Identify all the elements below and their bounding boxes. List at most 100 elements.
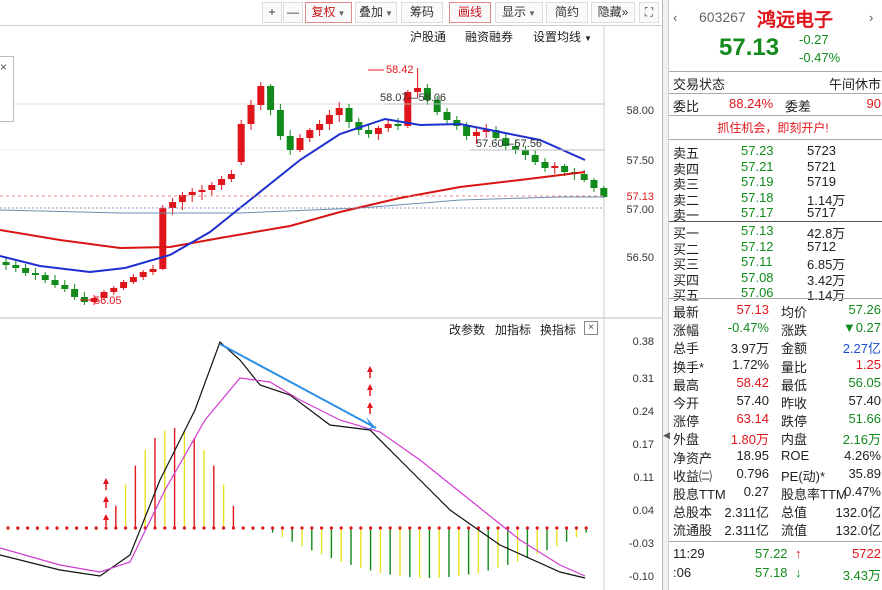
level-price[interactable]: 57.08 (741, 269, 774, 285)
k-line (0, 340, 586, 579)
stat-label: 涨停 (673, 414, 700, 430)
price-axis-label: 58.00 (626, 105, 654, 117)
hgt-link[interactable]: 沪股通 (410, 30, 447, 44)
change-param-link[interactable]: 改参数 (449, 323, 486, 337)
stat-value: 56.05 (848, 374, 881, 390)
fuquan-dropdown[interactable]: 复权 ▼ (305, 2, 352, 23)
candle-body (600, 188, 608, 197)
stat-label: 金额 (781, 341, 808, 357)
level-volume: 5712 (807, 238, 836, 254)
stat-label: 流通股 (673, 523, 713, 539)
zero-dot (310, 526, 314, 530)
trend-line (219, 343, 377, 429)
candle-body (22, 268, 30, 273)
stat-value: 57.13 (736, 302, 769, 317)
level-label: 买三 (673, 257, 700, 272)
zero-dot (153, 526, 157, 530)
zero-dot (261, 526, 265, 530)
rzrq-link[interactable]: 融资融券 (465, 30, 514, 44)
zero-dot (280, 526, 284, 530)
xianshi-dropdown[interactable]: 显示 ▼ (495, 2, 543, 23)
level-price[interactable]: 57.06 (741, 285, 774, 300)
diejia-dropdown[interactable]: 叠加 ▼ (355, 2, 397, 23)
chouma-button[interactable]: 筹码 (401, 2, 443, 23)
stat-value: 2.311亿 (724, 523, 769, 539)
divider (669, 541, 882, 542)
level-price[interactable]: 57.13 (741, 223, 774, 238)
level-label: 卖四 (673, 161, 700, 177)
level-price[interactable]: 57.12 (741, 238, 774, 254)
level-price[interactable]: 57.19 (741, 174, 774, 189)
back-arrow-icon[interactable]: ‹ (673, 10, 678, 25)
candle-body (521, 150, 529, 155)
divider (669, 139, 882, 140)
chart-area[interactable]: 58.42 56.05 58.07—58.06 57.60—57.56 58.00 57.… (0, 0, 662, 590)
candle-body (374, 128, 382, 134)
candle-body (129, 277, 137, 282)
switch-indicator-link[interactable]: 换指标 (540, 323, 577, 337)
bid-row: 买二 57.12 5712 (673, 238, 881, 257)
zero-dot (84, 526, 88, 530)
stat-label: 总值 (781, 505, 808, 521)
zero-dot (133, 526, 137, 530)
stat-value: -0.47% (727, 320, 769, 336)
candle-body (453, 120, 461, 126)
level-price[interactable]: 57.23 (741, 143, 774, 158)
forward-arrow-icon[interactable]: › (869, 10, 874, 25)
candle-body (335, 108, 343, 115)
stat-label: 外盘 (673, 432, 700, 448)
level-price[interactable]: 57.21 (741, 158, 774, 174)
stat-row: 换手* 1.72% 量比 1.25 (673, 357, 881, 375)
tick-price: 57.18 (755, 565, 788, 580)
panel-close-button[interactable]: × (0, 56, 14, 122)
open-account-link[interactable]: 抓住机会，即刻开户! (717, 121, 829, 135)
range-label-a: 58.07—58.06 (380, 92, 446, 104)
candle-body (139, 272, 147, 277)
candle-body (472, 132, 480, 136)
stock-change-pct: -0.47% (799, 50, 841, 65)
candle-body (531, 155, 539, 162)
trade-status-value: 午间休市 (828, 77, 881, 92)
zero-dot (124, 526, 128, 530)
stat-label: 换手* (673, 359, 705, 375)
weibi-row: 委比 88.24% 委差 90 (673, 96, 881, 114)
stat-label: 股息率TTM (781, 487, 847, 502)
stat-value: 2.311亿 (724, 505, 769, 521)
huaxian-button[interactable]: 画线 (449, 2, 491, 23)
add-indicator-link[interactable]: 加指标 (495, 323, 532, 337)
candle-body (51, 280, 59, 285)
stat-value: 51.66 (848, 411, 881, 427)
divider (669, 221, 882, 222)
panel-collapse-handle[interactable]: ◀ (663, 0, 670, 590)
zero-dot (163, 526, 167, 530)
zoom-out-button[interactable]: — (283, 2, 303, 23)
kline-chart[interactable]: 58.42 56.05 58.07—58.06 57.60—57.56 58.00 57.… (0, 0, 662, 590)
stat-value: 132.0亿 (835, 505, 881, 521)
stat-label: 总股本 (673, 505, 713, 521)
candles-group (2, 68, 608, 305)
price-tag-bg (608, 189, 658, 203)
zero-dot (26, 526, 30, 530)
level-price[interactable]: 57.11 (741, 254, 773, 269)
down-arrow-icon: ↓ (795, 565, 802, 580)
candle-body (227, 174, 235, 179)
candle-body (218, 179, 226, 185)
stat-label: 量比 (781, 359, 808, 375)
level-price[interactable]: 57.18 (741, 189, 774, 205)
yincang-button[interactable]: 隐藏» (591, 2, 635, 23)
zero-dot (192, 526, 196, 530)
indicator-close-button[interactable]: × (584, 321, 598, 335)
level-price[interactable]: 57.17 (741, 205, 774, 220)
stat-row: 涨停 63.14 跌停 51.66 (673, 411, 881, 429)
zero-dot (349, 526, 353, 530)
jianyue-button[interactable]: 简约 (546, 2, 588, 23)
range-label-b: 57.60—57.56 (476, 138, 542, 150)
candle-body (188, 192, 196, 195)
stat-value: 0.27 (743, 484, 769, 499)
candle-body (159, 208, 167, 269)
ma-setting-dropdown[interactable]: 设置均线 ▼ (533, 28, 592, 45)
ma-line-blue (0, 117, 586, 274)
chevron-down-icon: ▼ (385, 9, 393, 18)
zoom-in-button[interactable]: + (262, 2, 282, 23)
fullscreen-button[interactable]: ⛶ (639, 2, 659, 23)
